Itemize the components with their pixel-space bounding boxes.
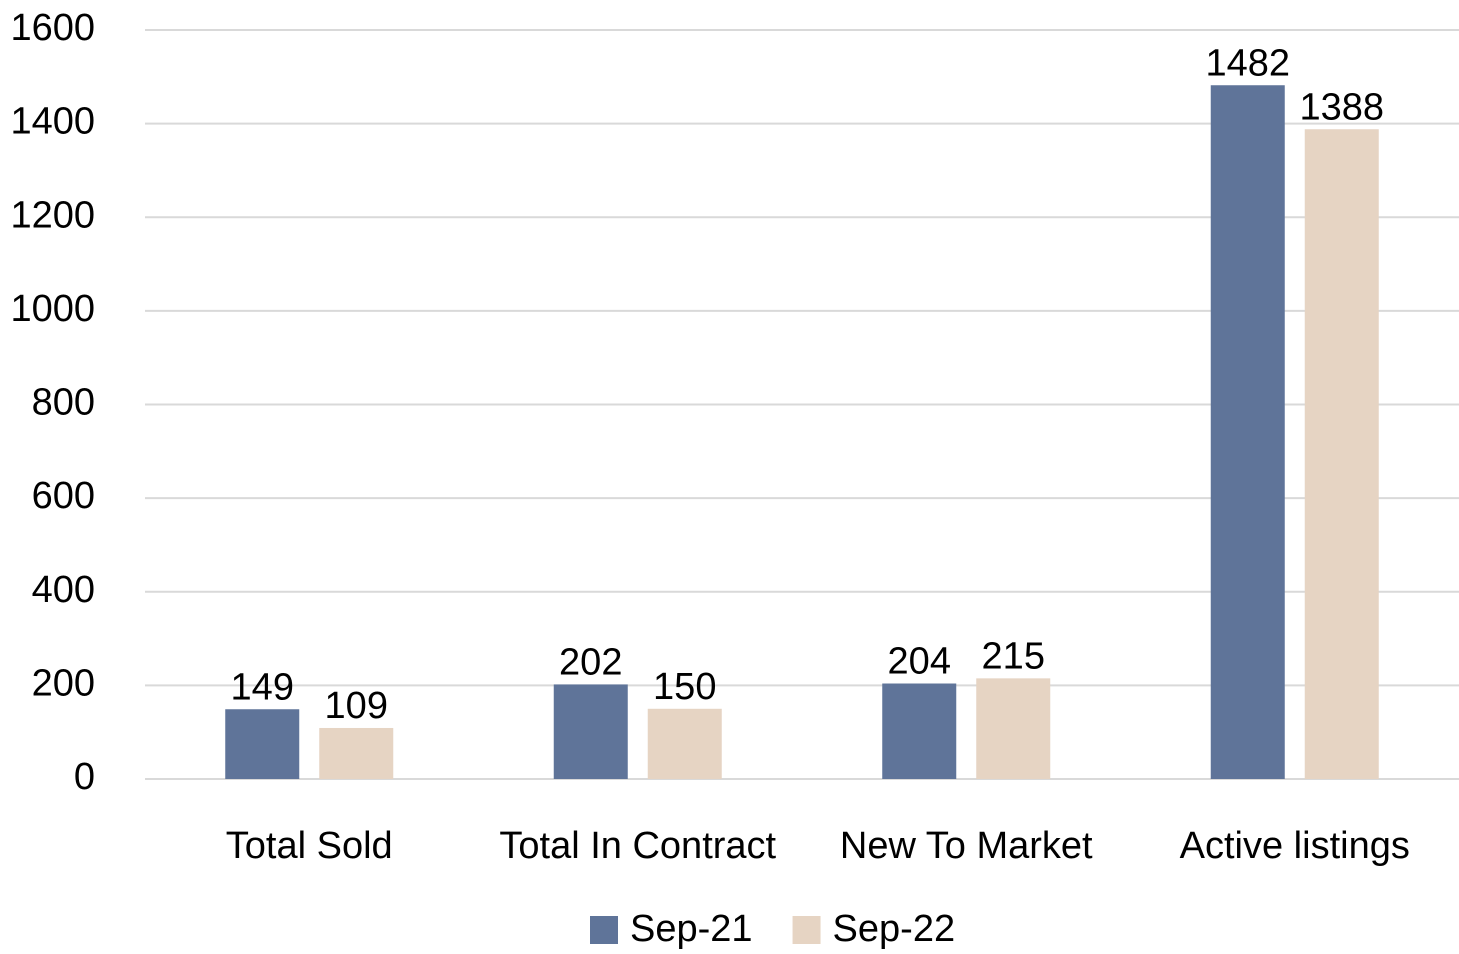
data-label: 1388 bbox=[1299, 86, 1384, 128]
legend-label: Sep-22 bbox=[833, 908, 956, 950]
data-label: 204 bbox=[888, 641, 951, 683]
y-tick-label: 400 bbox=[32, 569, 95, 611]
bar bbox=[319, 727, 394, 779]
data-label: 149 bbox=[231, 666, 294, 708]
x-tick-label: New To Market bbox=[840, 825, 1093, 867]
y-tick-label: 0 bbox=[74, 756, 95, 798]
data-label: 109 bbox=[325, 685, 388, 727]
bar bbox=[882, 683, 957, 779]
bar bbox=[1210, 85, 1285, 779]
bar bbox=[647, 708, 722, 779]
legend-swatch bbox=[590, 916, 618, 944]
x-tick-label: Active listings bbox=[1180, 825, 1410, 867]
data-label: 202 bbox=[559, 641, 622, 683]
bar bbox=[1304, 129, 1379, 779]
y-tick-label: 200 bbox=[32, 662, 95, 704]
y-tick-label: 1000 bbox=[10, 288, 95, 330]
x-tick-label: Total In Contract bbox=[499, 825, 776, 867]
y-tick-label: 600 bbox=[32, 475, 95, 517]
y-tick-label: 800 bbox=[32, 382, 95, 424]
y-tick-label: 1600 bbox=[10, 7, 95, 49]
bar bbox=[553, 684, 628, 779]
bar bbox=[225, 709, 300, 779]
data-label: 1482 bbox=[1205, 42, 1290, 84]
x-tick-label: Total Sold bbox=[226, 825, 393, 867]
y-tick-label: 1200 bbox=[10, 194, 95, 236]
legend-label: Sep-21 bbox=[630, 908, 753, 950]
data-label: 215 bbox=[982, 635, 1045, 677]
legend-swatch bbox=[792, 916, 821, 944]
bar bbox=[976, 678, 1051, 779]
y-tick-label: 1400 bbox=[10, 101, 95, 143]
data-label: 150 bbox=[653, 666, 716, 708]
